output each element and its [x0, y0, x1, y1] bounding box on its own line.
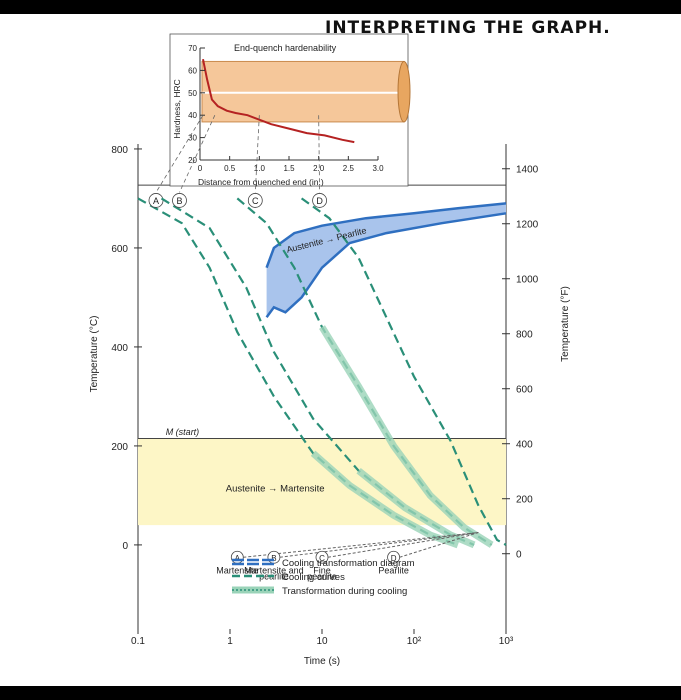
legend-label: Transformation during cooling: [282, 586, 407, 597]
inset-y-tick-label: 50: [188, 89, 197, 98]
inset-y-tick-label: 40: [188, 111, 197, 120]
transform-hatch-b: [356, 467, 476, 549]
outcome-marker-label: B: [271, 554, 276, 563]
y-tick-label-c: 200: [111, 442, 128, 453]
outcome-marker-label: C: [319, 554, 325, 563]
label-m-start: M (start): [166, 427, 200, 437]
x-tick-label: 10³: [499, 636, 514, 647]
ttt-region: [266, 203, 506, 318]
jominy-bar-end: [397, 60, 411, 123]
y-tick-label-f: 1000: [516, 275, 539, 286]
ttt-start-curve: [265, 202, 507, 269]
label-austenite-martensite: Austenite → Martensite: [226, 483, 325, 494]
jominy-bar: [201, 60, 405, 123]
outcome-label-line2: pearlite: [307, 572, 337, 582]
inset-x-tick-label: 0: [198, 164, 203, 173]
outcome-marker-label: A: [235, 554, 241, 563]
y-tick-label-f: 1200: [516, 220, 539, 231]
y-tick-label-f: 400: [516, 440, 533, 451]
legend-label: Cooling transformation diagram: [282, 558, 415, 569]
curve-marker-label: C: [252, 196, 259, 206]
y-tick-label-f: 800: [516, 330, 533, 341]
y-tick-label-f: 0: [516, 550, 522, 561]
hardness-curve: [202, 59, 355, 144]
inset-leader-a: [155, 114, 204, 193]
transform-hatch-a: [310, 450, 460, 549]
inset-x-tick-label: 1.5: [283, 164, 295, 173]
ttt-chart: 020040060080002004006008001000120014000.…: [89, 33, 571, 667]
x-tick-label: 1: [227, 636, 233, 647]
inset-leader-d: [318, 115, 320, 193]
x-tick-label: 0.1: [131, 636, 145, 647]
outcome-marker-label: D: [391, 554, 397, 563]
y-tick-label-c: 400: [111, 343, 128, 354]
curve-marker-label: D: [316, 196, 323, 206]
outcome-guide: [399, 532, 479, 558]
inset-title: End-quench hardenability: [234, 43, 337, 53]
inset-y-tick-label: 60: [188, 66, 197, 75]
curve-marker-label: B: [176, 196, 182, 206]
outcome-label: Fine: [313, 566, 331, 576]
inset-x-tick-label: 2.5: [343, 164, 355, 173]
outcome-label: Martensite: [216, 566, 258, 576]
y-axis-title-right: Temperature (°F): [560, 286, 571, 362]
transform-hatch-c: [319, 325, 494, 548]
curve-marker-label: A: [153, 196, 159, 206]
inset-x-tick-label: 2.0: [313, 164, 325, 173]
y-axis-title-left: Temperature (°C): [89, 316, 100, 393]
curve-marker-d: [312, 193, 327, 208]
y-tick-label-c: 0: [122, 541, 128, 552]
cooling-curve-d: [300, 197, 507, 546]
inset-y-tick-label: 30: [188, 134, 197, 143]
y-tick-label-c: 600: [111, 244, 128, 255]
y-tick-label-f: 600: [516, 385, 533, 396]
x-tick-label: 10²: [407, 636, 422, 647]
y-tick-label-f: 200: [516, 495, 533, 506]
inset-y-tick-label: 70: [188, 44, 197, 53]
outcome-label: Martensite and: [244, 566, 304, 576]
outcome-guide: [279, 532, 479, 558]
outcome-guide: [327, 532, 479, 558]
inset-x-tick-label: 1.0: [254, 164, 266, 173]
curve-marker-b: [172, 193, 187, 208]
inset-y-tick-label: 20: [188, 156, 197, 165]
page-heading: INTERPRETING THE GRAPH.: [325, 18, 611, 38]
inset-x-tick-label: 3.0: [372, 164, 384, 173]
figure-sheet: INTERPRETING THE GRAPH. 0 200 400 600 800 0 20…: [0, 14, 681, 686]
y-tick-label-c: 800: [111, 145, 128, 156]
legend-label: Cooling curves: [282, 572, 345, 583]
inset-x-axis-title: Distance from quenched end (in.): [198, 177, 324, 187]
outcome-guide: [243, 532, 479, 558]
inset-y-axis-title: Hardness, HRC: [172, 79, 182, 139]
x-tick-label: 10: [316, 636, 328, 647]
outcome-label: Pearlite: [378, 566, 409, 576]
y-tick-label-f: 1400: [516, 165, 539, 176]
inset-leader-c: [254, 115, 260, 193]
ttt-finish-curve: [265, 212, 507, 318]
inset-leader-b: [179, 115, 216, 193]
x-axis-title: Time (s): [304, 656, 340, 667]
inset-x-tick-label: 0.5: [224, 164, 236, 173]
curve-marker-c: [247, 193, 263, 208]
